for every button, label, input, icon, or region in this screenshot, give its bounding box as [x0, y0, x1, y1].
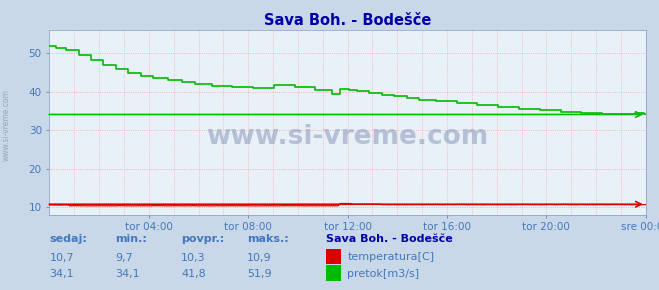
Text: sedaj:: sedaj: — [49, 234, 87, 244]
Text: 9,7: 9,7 — [115, 253, 133, 262]
Text: www.si-vreme.com: www.si-vreme.com — [206, 124, 489, 150]
Text: pretok[m3/s]: pretok[m3/s] — [347, 269, 419, 279]
Title: Sava Boh. - Bodešče: Sava Boh. - Bodešče — [264, 13, 431, 28]
Text: 34,1: 34,1 — [115, 269, 140, 279]
Text: 51,9: 51,9 — [247, 269, 272, 279]
Text: Sava Boh. - Bodešče: Sava Boh. - Bodešče — [326, 234, 453, 244]
Text: 41,8: 41,8 — [181, 269, 206, 279]
Text: povpr.:: povpr.: — [181, 234, 225, 244]
Text: temperatura[C]: temperatura[C] — [347, 252, 434, 262]
Text: 10,7: 10,7 — [49, 253, 74, 262]
Text: www.si-vreme.com: www.si-vreme.com — [2, 89, 11, 161]
Text: maks.:: maks.: — [247, 234, 289, 244]
Text: 10,3: 10,3 — [181, 253, 206, 262]
Text: 34,1: 34,1 — [49, 269, 74, 279]
Text: min.:: min.: — [115, 234, 147, 244]
Text: 10,9: 10,9 — [247, 253, 272, 262]
